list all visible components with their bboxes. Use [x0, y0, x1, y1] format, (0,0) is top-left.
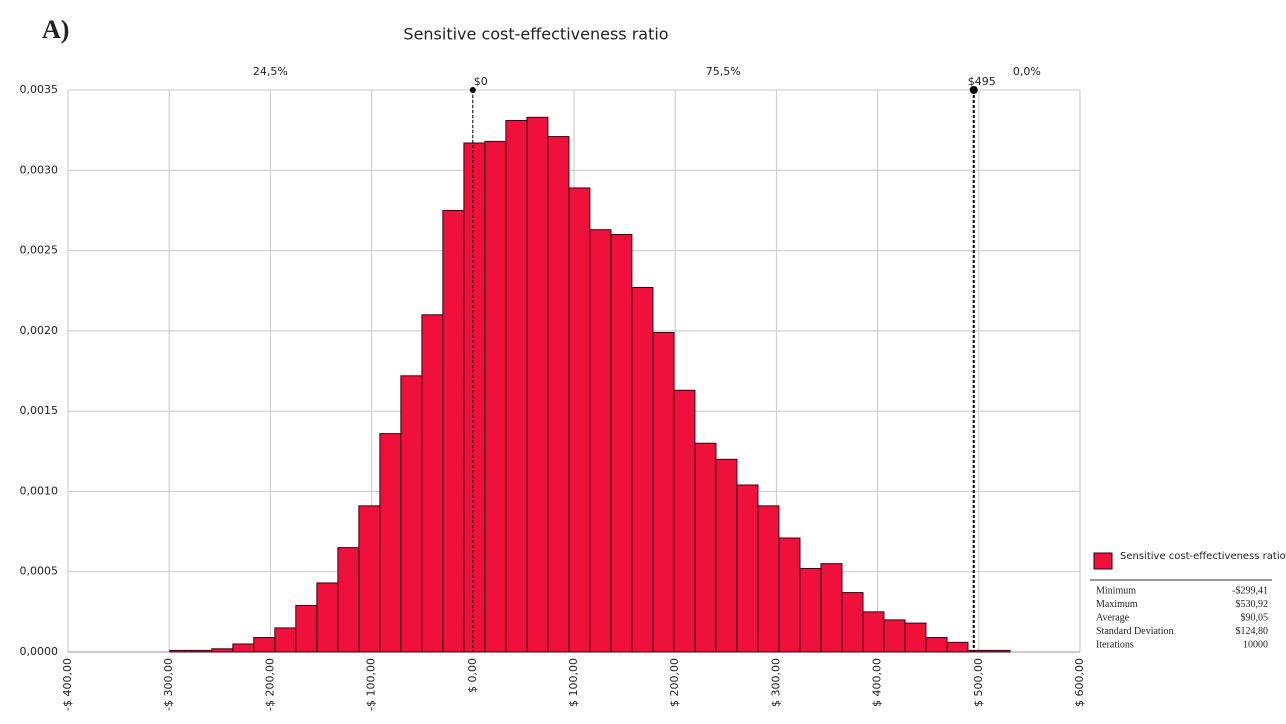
bar — [757, 505, 780, 653]
bar — [274, 627, 297, 653]
bar — [526, 116, 549, 653]
panel-label: A) — [42, 15, 69, 44]
bar — [211, 648, 234, 653]
bar — [190, 649, 213, 653]
bar — [547, 136, 570, 653]
bar — [904, 622, 927, 653]
legend-label: Sensitive cost-effectiveness ratio — [1120, 551, 1286, 562]
bar — [568, 187, 591, 653]
legend-swatch — [1093, 552, 1113, 570]
y-tick-label: 0,0015 — [20, 404, 59, 417]
stat-value: -$299,41 — [1232, 585, 1268, 596]
bar — [967, 649, 990, 653]
bar — [589, 229, 612, 653]
y-tick-label: 0,0000 — [20, 645, 59, 658]
bar — [652, 331, 675, 653]
bar — [946, 641, 969, 653]
bar — [316, 582, 339, 653]
bar — [169, 649, 192, 653]
y-tick-label: 0,0035 — [20, 83, 59, 96]
marker-label: $495 — [968, 75, 996, 88]
x-tick-label: -$ 400,00 — [61, 658, 74, 711]
stat-label: Standard Deviation — [1096, 626, 1173, 637]
bar — [673, 389, 696, 653]
bar — [253, 637, 276, 653]
x-tick-label: -$ 200,00 — [263, 658, 276, 711]
x-tick-label: -$ 300,00 — [162, 658, 175, 711]
y-tick-label: 0,0010 — [20, 484, 59, 497]
bar — [736, 484, 759, 653]
x-tick-label: $ 100,00 — [567, 658, 580, 707]
x-tick-label: -$ 100,00 — [365, 658, 378, 711]
bar — [421, 314, 444, 653]
bar — [358, 505, 381, 653]
stat-value: $124,80 — [1236, 626, 1269, 637]
bar — [715, 458, 738, 653]
x-tick-label: $ 500,00 — [972, 658, 985, 707]
region-label: 75,5% — [706, 65, 741, 78]
bar — [484, 140, 507, 653]
y-tick-label: 0,0030 — [20, 163, 59, 176]
stat-value: $90,05 — [1241, 612, 1269, 623]
bar — [400, 375, 423, 653]
region-label: 24,5% — [253, 65, 288, 78]
x-tick-label: $ 0,00 — [466, 658, 479, 693]
bar — [799, 568, 822, 653]
bar — [232, 643, 255, 653]
y-tick-label: 0,0025 — [20, 244, 59, 257]
stat-label: Iterations — [1096, 639, 1134, 650]
bar — [295, 604, 318, 653]
x-tick-label: $ 600,00 — [1073, 658, 1086, 707]
marker-label: $0 — [474, 75, 488, 88]
chart-title: Sensitive cost-effectiveness ratio — [403, 25, 668, 44]
x-tick-label: $ 400,00 — [871, 658, 884, 707]
bar — [883, 619, 906, 653]
bar — [442, 209, 465, 653]
stat-value: 10000 — [1243, 639, 1268, 650]
bar — [778, 537, 801, 653]
bar — [841, 592, 864, 653]
region-label: 0,0% — [1013, 65, 1041, 78]
bar — [925, 637, 948, 653]
marker-handle — [469, 87, 476, 93]
bar — [820, 563, 843, 653]
bar — [694, 442, 717, 653]
x-tick-label: $ 300,00 — [769, 658, 782, 707]
bar — [463, 142, 486, 653]
bar — [631, 287, 654, 653]
stat-label: Minimum — [1096, 585, 1136, 596]
y-tick-label: 0,0005 — [20, 565, 59, 578]
stat-label: Maximum — [1096, 599, 1138, 610]
x-tick-label: $ 200,00 — [668, 658, 681, 707]
bar — [505, 120, 528, 653]
stat-value: $530,92 — [1236, 599, 1269, 610]
marker-handle — [969, 86, 978, 94]
stat-label: Average — [1096, 612, 1130, 623]
bar — [337, 547, 360, 653]
bar — [610, 234, 633, 653]
bar — [988, 649, 1011, 653]
y-tick-label: 0,0020 — [20, 324, 59, 337]
bar — [862, 611, 885, 653]
bar — [379, 433, 402, 653]
